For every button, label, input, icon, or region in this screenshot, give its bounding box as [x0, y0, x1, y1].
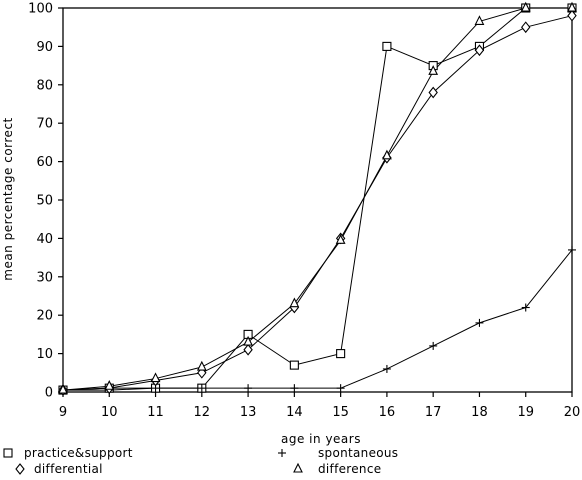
point-difference-18 — [474, 15, 485, 25]
point-differential-18 — [474, 44, 485, 57]
point-difference-15 — [335, 234, 346, 244]
point-spontaneous-17 — [429, 341, 438, 350]
y-tick-label-40: 40 — [36, 232, 53, 247]
point-differential-13 — [243, 343, 253, 356]
point-spontaneous-18 — [475, 318, 484, 327]
y-tick-label-20: 20 — [36, 309, 53, 324]
legend-item-differential: differential — [15, 462, 103, 476]
x-tick-label-13: 13 — [240, 405, 257, 420]
series-line-difference — [62, 7, 572, 391]
point-spontaneous-16 — [382, 364, 391, 373]
point-difference-9 — [58, 383, 68, 394]
series-line-differential — [62, 15, 573, 391]
y-tick-label-50: 50 — [36, 194, 53, 209]
legend-item-difference: difference — [293, 462, 381, 476]
legend-label-differential: differential — [34, 462, 103, 476]
plot-frame — [62, 7, 573, 393]
series-line-practice-support — [62, 7, 572, 391]
legend-marker-difference — [293, 462, 303, 473]
point-spontaneous-12 — [197, 384, 206, 393]
point-spontaneous-19 — [521, 303, 530, 312]
y-tick-label-90: 90 — [36, 40, 53, 55]
y-tick-label-80: 80 — [36, 78, 53, 93]
x-tick-label-11: 11 — [147, 405, 164, 420]
point-practice-support-15 — [336, 349, 346, 359]
legend-label-difference: difference — [318, 462, 381, 476]
y-tick-label-10: 10 — [36, 347, 53, 362]
x-axis-title: age in years — [281, 432, 361, 446]
plot-area: 0 10 20 30 40 50 60 70 80 90 100 9 10 11 12 13 14 15 16 17 1… — [28, 2, 580, 421]
x-tick-label-14: 14 — [286, 405, 303, 420]
y-tick-label-100: 100 — [28, 2, 53, 17]
point-difference-17 — [428, 65, 439, 75]
point-practice-support-14 — [289, 360, 299, 370]
legend-marker-practice-support — [3, 448, 13, 458]
point-differential-20 — [567, 9, 577, 22]
x-tick-label-18: 18 — [471, 405, 488, 420]
point-difference-14 — [289, 297, 300, 308]
legend-item-spontaneous: spontaneous — [278, 446, 398, 460]
point-difference-19 — [520, 1, 531, 12]
point-difference-12 — [196, 360, 207, 371]
x-tick-label-20: 20 — [564, 405, 581, 420]
legend-label-practice-support: practice&support — [24, 446, 133, 460]
y-tick-label-60: 60 — [36, 155, 53, 170]
legend-item-practice-support: practice&support — [3, 446, 133, 460]
x-tick-label-16: 16 — [379, 405, 396, 420]
legend: practice&support spontaneous differential d… — [3, 446, 398, 476]
point-differential-17 — [428, 86, 438, 99]
legend-marker-spontaneous — [278, 449, 286, 457]
point-spontaneous-14 — [290, 384, 299, 393]
x-tick-label-15: 15 — [332, 405, 349, 420]
x-tick-label-17: 17 — [425, 405, 442, 420]
point-differential-19 — [521, 21, 531, 34]
point-difference-13 — [243, 335, 253, 346]
x-tick-label-12: 12 — [194, 405, 211, 420]
series-line-spontaneous — [63, 249, 573, 391]
x-tick-label-9: 9 — [59, 405, 67, 420]
point-difference-10 — [104, 380, 115, 390]
x-tick-label-19: 19 — [517, 405, 534, 420]
y-axis-title: mean percentage correct — [1, 117, 15, 281]
point-spontaneous-15 — [336, 384, 345, 393]
point-difference-16 — [382, 149, 392, 160]
legend-marker-differential — [15, 463, 25, 475]
y-tick-label-30: 30 — [36, 270, 53, 285]
legend-label-spontaneous: spontaneous — [318, 446, 398, 460]
point-difference-11 — [150, 372, 161, 383]
y-tick-label-0: 0 — [45, 386, 53, 401]
point-difference-20 — [567, 1, 577, 12]
x-tick-label-10: 10 — [101, 405, 118, 420]
y-tick-label-70: 70 — [36, 117, 53, 132]
point-practice-support-16 — [382, 41, 392, 51]
point-spontaneous-13 — [244, 384, 253, 393]
point-spontaneous-20 — [568, 245, 576, 254]
